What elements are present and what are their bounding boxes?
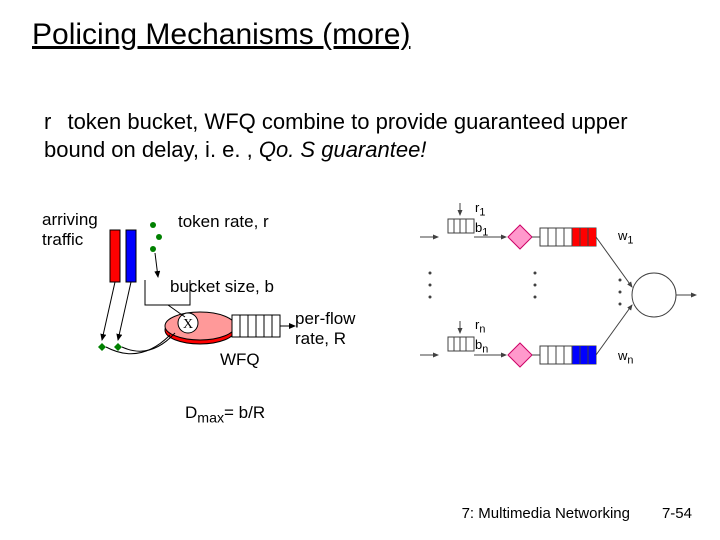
footer-page: 7-54 [662, 505, 692, 522]
right-diagram [420, 195, 700, 415]
bullet-marker: r [44, 109, 51, 134]
footer-chapter: 7: Multimedia Networking [462, 505, 630, 522]
left-diagram: X [40, 195, 380, 415]
bullet-qos: Qo. S guarantee! [259, 137, 427, 162]
main-bullet: r token bucket, WFQ combine to provide g… [44, 108, 684, 163]
slide-title: Policing Mechanisms (more) [32, 18, 410, 52]
svg-text:X: X [183, 317, 193, 332]
